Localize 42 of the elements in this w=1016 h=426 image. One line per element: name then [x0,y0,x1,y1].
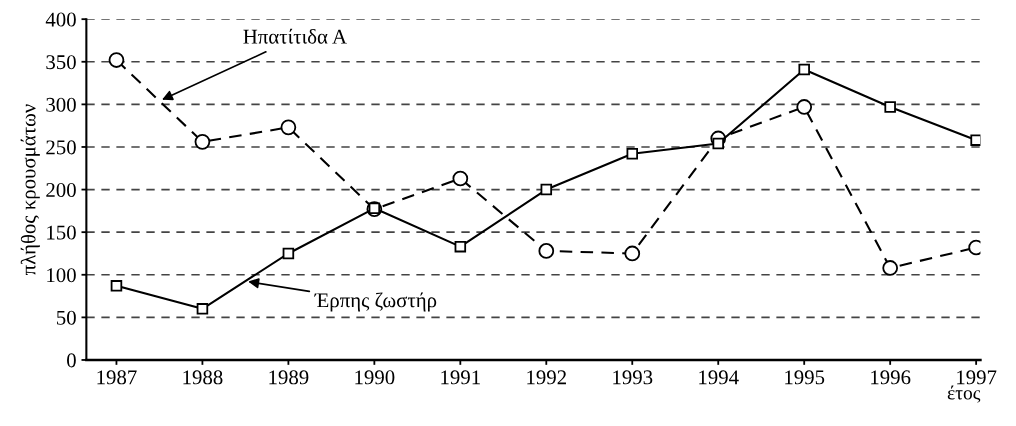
text: Ηπατίτιδα Α [243,28,347,44]
y-tick-label: 250 [46,140,76,155]
x-axis-title: έτος [947,385,981,403]
x-tick-label: 1993 [613,370,653,385]
point [196,303,209,315]
x-tick-label: 1988 [183,370,223,385]
y-tick-label: 0 [67,353,76,368]
point [626,148,639,160]
x-tick-label: 1991 [441,370,480,385]
point [538,243,555,259]
y-tick-label: 150 [47,225,76,240]
x-tick-label: 1995 [785,370,825,385]
y-tick-label: 100 [47,268,76,283]
point [540,183,553,196]
point [282,247,295,260]
x-tick-label: 1992 [527,370,566,385]
x-tick-label: 1989 [269,370,309,385]
point [108,52,125,68]
x-tick-label: 1987 [97,370,137,385]
x-tick-label: 1997 [957,370,997,385]
y-tick-label: 200 [46,182,76,197]
x-tick-label: 1996 [871,370,911,385]
point [882,260,899,276]
point [194,134,211,150]
point [970,134,981,146]
y-tick-label: 400 [45,12,76,27]
point [624,245,641,262]
point [110,280,123,292]
point [454,240,467,253]
y-tick-label: 350 [46,55,76,70]
point [884,101,896,113]
y-tick-label: 50 [57,310,76,325]
y-axis-title: πλήθος κρουσμάτων [20,104,40,276]
point [796,99,813,115]
point [798,63,810,76]
x-tick-label: 1990 [355,370,395,385]
series-label: Έρπης ζωστήρ [314,292,437,312]
point [712,137,724,150]
y-tick-label: 300 [46,97,76,112]
x-tick-label: 1994 [699,370,739,385]
point [280,119,297,136]
point [452,170,469,187]
